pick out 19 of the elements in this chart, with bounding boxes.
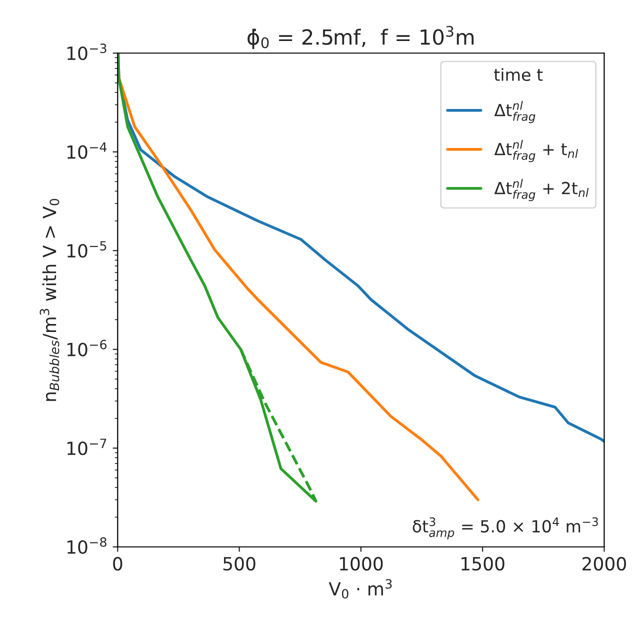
x-tick-label: 1000: [340, 556, 383, 571]
y-tick-label: 10$^{−8}$: [67, 537, 106, 554]
legend-label: Δt$^{nl}$$_{frag}$: [494, 100, 536, 124]
x-axis-title: V$_{0}$ · m$^{3}$: [328, 579, 392, 599]
y-tick-label: 10$^{−6}$: [67, 340, 106, 356]
y-tick-label: 10$^{−3}$: [67, 44, 106, 60]
annotation: δt$^{3}$$_{amp}$ = 5.0 × 10$^{4}$ m$^{−3}$: [412, 517, 598, 540]
legend-label: Δt$^{nl}$$_{frag}$ + t$_{nl}$: [494, 140, 578, 162]
x-tick-label: 2000: [582, 556, 626, 571]
chart-title: ϕ̇$_{0}$ = 2.5mf, f = 10$^{3}$m: [248, 26, 474, 49]
y-tick-label: 10$^{−7}$: [67, 438, 106, 456]
y-tick-label: 10$^{−4}$: [67, 142, 107, 159]
x-tick-label: 500: [223, 556, 256, 571]
x-tick-label: 0: [113, 556, 122, 571]
legend-label: Δt$^{nl}$$_{frag}$ + 2t$_{nl}$: [494, 178, 589, 202]
x-tick-label: 1500: [462, 556, 504, 571]
y-axis-title: n$_{Bubbles}$/m$^{3}$ with V > V$_{0}$: [40, 198, 60, 401]
y-tick-label: 10$^{−5}$: [67, 241, 106, 258]
legend-title: time t: [494, 68, 543, 82]
